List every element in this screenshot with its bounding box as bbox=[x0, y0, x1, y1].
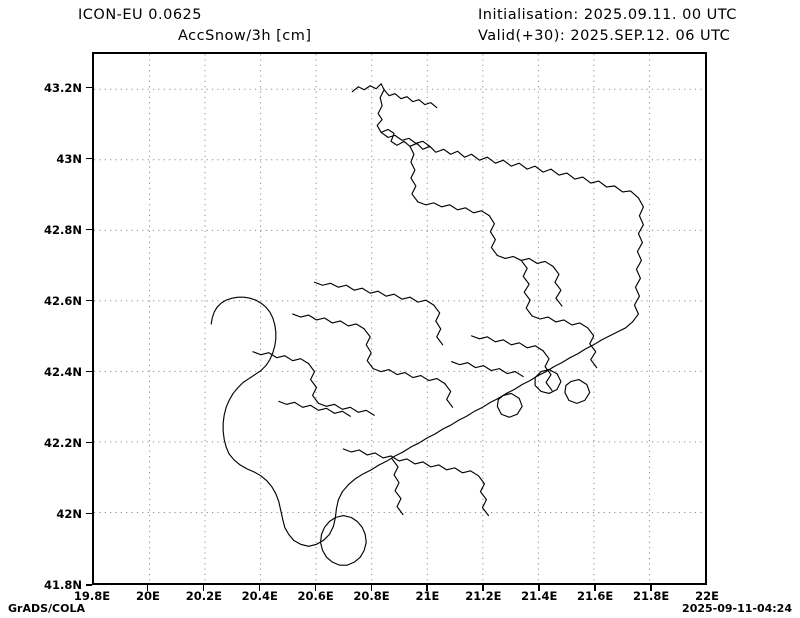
y-axis-tick-mark bbox=[86, 299, 92, 302]
generation-stamp: 2025-09-11-04:24 bbox=[682, 602, 792, 615]
x-axis-tick-label: 20E bbox=[135, 589, 160, 603]
x-axis-tick-label: 21.6E bbox=[577, 589, 614, 603]
y-axis-tick-mark bbox=[86, 512, 92, 515]
y-axis-tick-mark bbox=[86, 370, 92, 373]
x-axis-tick-mark bbox=[482, 585, 484, 591]
x-axis-tick-label: 21E bbox=[415, 589, 440, 603]
x-axis-tick-label: 20.4E bbox=[241, 589, 278, 603]
map-plot-area[interactable] bbox=[92, 52, 707, 585]
x-axis-tick-label: 20.8E bbox=[353, 589, 390, 603]
x-axis-tick-mark bbox=[202, 585, 205, 591]
y-axis-tick-label: 43N bbox=[56, 151, 82, 166]
x-axis-tick-label: 20.6E bbox=[297, 589, 334, 603]
y-axis-tick-mark bbox=[86, 157, 92, 160]
x-axis-tick-label: 21.2E bbox=[465, 589, 502, 603]
valid-time-label: Valid(+30): 2025.SEP.12. 06 UTC bbox=[478, 28, 731, 44]
x-axis-tick-mark bbox=[146, 585, 149, 591]
y-axis-tick-label: 43.2N bbox=[44, 80, 82, 95]
y-axis-tick-label: 42.2N bbox=[44, 435, 82, 450]
x-axis-tick-label: 21.8E bbox=[632, 589, 670, 603]
x-axis-tick-mark bbox=[426, 585, 428, 591]
x-axis-tick-mark bbox=[594, 585, 596, 591]
grid-lines bbox=[94, 54, 705, 583]
y-axis-tick-label: 42.4N bbox=[44, 364, 82, 379]
y-axis-tick-mark bbox=[86, 441, 92, 444]
y-axis-tick-label: 42.8N bbox=[44, 222, 82, 237]
y-axis-tick-label: 42.6N bbox=[44, 293, 82, 308]
x-axis-tick-label: 19.8E bbox=[73, 589, 111, 603]
grads-credit: GrADS/COLA bbox=[8, 602, 85, 615]
y-axis-tick-mark bbox=[86, 86, 92, 89]
x-axis-tick-label: 22E bbox=[695, 589, 719, 603]
model-title: ICON-EU 0.0625 bbox=[78, 7, 203, 23]
y-axis-tick-label: 41.8N bbox=[44, 578, 82, 592]
x-axis-tick-label: 20.2E bbox=[185, 589, 222, 603]
x-axis-tick-mark bbox=[258, 585, 261, 591]
y-axis-tick-mark bbox=[86, 584, 92, 586]
x-axis-tick-label: 21.4E bbox=[521, 589, 558, 603]
x-axis-tick-mark bbox=[370, 585, 373, 591]
y-axis-tick-mark bbox=[86, 228, 92, 231]
x-axis-tick-mark bbox=[314, 585, 317, 591]
y-axis-tick-label: 42N bbox=[56, 506, 82, 521]
field-title: AccSnow/3h [cm] bbox=[178, 28, 312, 44]
x-axis-tick-mark bbox=[650, 585, 652, 591]
x-axis-tick-mark bbox=[538, 585, 540, 591]
init-time-label: Initialisation: 2025.09.11. 00 UTC bbox=[478, 7, 737, 23]
